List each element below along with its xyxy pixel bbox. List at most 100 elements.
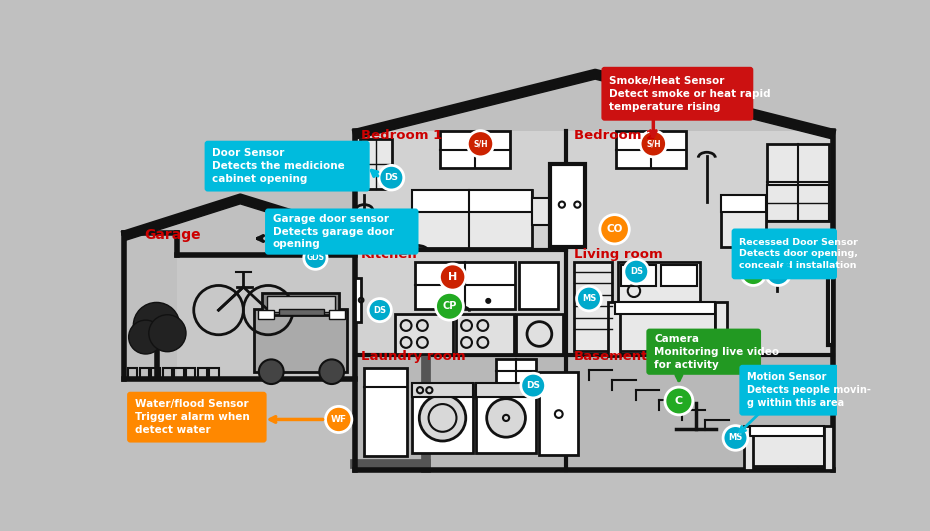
Text: MS: MS: [728, 433, 742, 442]
Circle shape: [600, 215, 630, 244]
Bar: [127, 368, 138, 380]
Bar: [415, 262, 515, 309]
FancyBboxPatch shape: [205, 141, 370, 192]
FancyBboxPatch shape: [602, 67, 753, 121]
Text: DS: DS: [373, 306, 386, 315]
Bar: [608, 303, 620, 356]
Text: C: C: [675, 396, 683, 406]
Circle shape: [485, 298, 491, 303]
Bar: [615, 303, 715, 314]
Bar: [412, 383, 472, 452]
Bar: [615, 309, 715, 351]
Text: DS: DS: [384, 173, 398, 182]
Text: Garage door sensor
Detects garage door
opening: Garage door sensor Detects garage door o…: [272, 214, 394, 250]
Bar: [516, 314, 563, 354]
Text: Bedroom 2: Bedroom 2: [574, 129, 655, 142]
Bar: [412, 190, 532, 211]
Text: CP: CP: [443, 301, 457, 311]
Circle shape: [765, 261, 790, 286]
FancyBboxPatch shape: [265, 209, 418, 255]
Bar: [258, 310, 273, 319]
Bar: [279, 309, 324, 315]
Text: Smoke/Heat Sensor
Detect smoke or heat rapid
temperature rising: Smoke/Heat Sensor Detect smoke or heat r…: [609, 76, 771, 112]
Circle shape: [368, 298, 392, 322]
Text: Basement: Basement: [574, 350, 648, 363]
Bar: [721, 195, 765, 211]
Text: Kitchen: Kitchen: [361, 248, 418, 261]
Bar: [456, 314, 513, 354]
Bar: [618, 262, 700, 305]
Bar: [751, 432, 824, 466]
Bar: [365, 368, 407, 457]
Text: H: H: [448, 272, 458, 282]
Polygon shape: [124, 196, 355, 241]
FancyBboxPatch shape: [646, 329, 761, 375]
Bar: [175, 368, 184, 380]
Circle shape: [467, 131, 494, 157]
Bar: [519, 262, 558, 309]
Bar: [751, 426, 824, 436]
Bar: [616, 132, 685, 168]
Bar: [209, 368, 219, 380]
Text: S/H: S/H: [473, 139, 488, 148]
Bar: [661, 264, 697, 286]
Bar: [574, 262, 612, 351]
Circle shape: [435, 293, 463, 320]
Bar: [140, 368, 149, 380]
Bar: [412, 190, 532, 248]
Circle shape: [640, 131, 667, 157]
Text: RDS: RDS: [771, 271, 786, 276]
Bar: [329, 310, 345, 319]
Text: Camera
Monitoring live video
for activity: Camera Monitoring live video for activit…: [654, 334, 779, 370]
Text: Water/flood Sensor
Trigger alarm when
detect water: Water/flood Sensor Trigger alarm when de…: [135, 399, 249, 435]
Bar: [197, 368, 206, 380]
Text: Bedroom 1: Bedroom 1: [361, 129, 443, 142]
Bar: [186, 368, 195, 380]
Bar: [824, 426, 833, 470]
FancyBboxPatch shape: [739, 365, 839, 416]
Bar: [355, 278, 361, 322]
Text: Living room: Living room: [574, 248, 662, 261]
Bar: [151, 368, 161, 380]
Circle shape: [304, 246, 327, 269]
Circle shape: [724, 426, 748, 450]
Bar: [621, 264, 657, 286]
Circle shape: [624, 259, 648, 284]
Bar: [360, 139, 392, 189]
Circle shape: [319, 359, 344, 384]
Circle shape: [741, 261, 765, 286]
Bar: [551, 164, 585, 247]
FancyBboxPatch shape: [732, 228, 837, 279]
Circle shape: [149, 315, 186, 352]
Circle shape: [128, 320, 163, 354]
Bar: [355, 218, 386, 247]
Text: WF: WF: [331, 415, 347, 424]
Bar: [532, 199, 560, 226]
Circle shape: [133, 303, 179, 349]
Bar: [721, 195, 765, 247]
Bar: [395, 314, 454, 354]
Circle shape: [796, 370, 824, 397]
Bar: [496, 358, 537, 383]
Bar: [355, 355, 833, 470]
Text: DS: DS: [526, 381, 540, 390]
Bar: [476, 383, 537, 397]
Circle shape: [419, 395, 466, 441]
Bar: [177, 255, 355, 380]
Text: Recessed Door Sensor
Detects door opening,
concealed installation: Recessed Door Sensor Detects door openin…: [739, 238, 858, 270]
Bar: [262, 293, 339, 315]
Bar: [476, 383, 537, 452]
Bar: [828, 268, 833, 345]
Circle shape: [439, 264, 466, 290]
Text: S/H: S/H: [646, 139, 660, 148]
FancyBboxPatch shape: [127, 392, 267, 442]
Circle shape: [521, 373, 546, 398]
Text: CO: CO: [606, 224, 623, 234]
Text: C: C: [750, 268, 757, 278]
Circle shape: [665, 387, 693, 415]
Circle shape: [447, 298, 452, 303]
Bar: [355, 132, 833, 355]
Text: Garage: Garage: [144, 228, 201, 242]
Bar: [539, 372, 578, 455]
Text: Door Sensor
Detects the medicione
cabinet opening: Door Sensor Detects the medicione cabine…: [212, 148, 345, 184]
